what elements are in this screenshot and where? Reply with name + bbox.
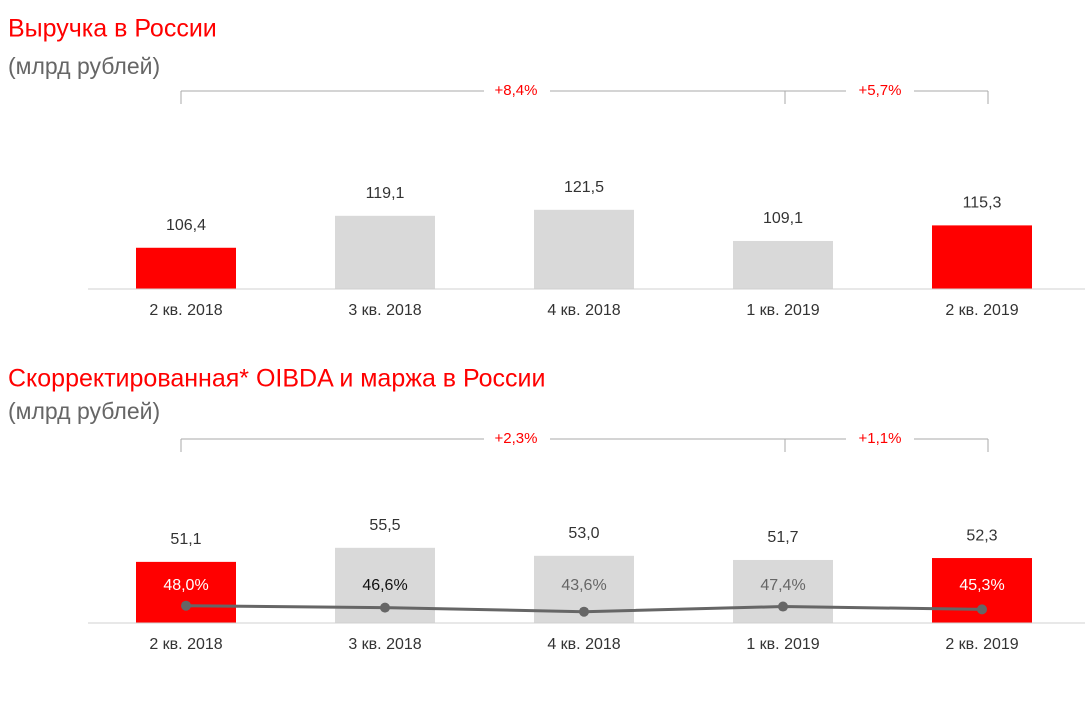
bar: [733, 240, 833, 289]
value-label: 52,3: [966, 527, 997, 544]
value-label: 53,0: [568, 525, 599, 542]
bar: [136, 561, 236, 623]
x-tick-label: 3 кв. 2018: [348, 636, 421, 653]
x-tick-label: 1 кв. 2019: [746, 636, 819, 653]
value-label: 51,7: [767, 529, 798, 546]
value-label: 121,5: [564, 179, 604, 196]
chart-subtitle: (млрд рублей): [8, 398, 160, 424]
x-tick-label: 2 кв. 2018: [149, 636, 222, 653]
x-tick-label: 1 кв. 2019: [746, 302, 819, 319]
growth-annotation: +1,1%: [859, 430, 902, 447]
value-label: 109,1: [763, 210, 803, 227]
bar: [534, 209, 634, 289]
x-tick-label: 2 кв. 2018: [149, 302, 222, 319]
x-tick-label: 3 кв. 2018: [348, 302, 421, 319]
margin-point: [778, 601, 788, 612]
bar: [136, 247, 236, 289]
bar: [733, 559, 833, 623]
margin-point: [977, 604, 987, 615]
chart-title: Скорректированная* OIBDA и маржа в Росси…: [8, 365, 545, 393]
margin-point: [181, 600, 191, 611]
value-label: 106,4: [166, 217, 206, 234]
x-tick-label: 2 кв. 2019: [945, 636, 1018, 653]
value-label: 55,5: [369, 517, 400, 534]
growth-annotation: +5,7%: [859, 82, 902, 99]
x-tick-label: 4 кв. 2018: [547, 636, 620, 653]
growth-annotation: +8,4%: [495, 82, 538, 99]
value-label: 51,1: [170, 531, 201, 548]
growth-annotation: +2,3%: [495, 430, 538, 447]
x-tick-label: 4 кв. 2018: [547, 302, 620, 319]
margin-label: 45,3%: [959, 577, 1004, 594]
margin-point: [579, 606, 589, 617]
margin-label: 46,6%: [362, 577, 407, 594]
bar: [932, 225, 1032, 289]
bar: [335, 215, 435, 289]
margin-label: 43,6%: [561, 577, 606, 594]
x-tick-label: 2 кв. 2019: [945, 302, 1018, 319]
margin-label: 47,4%: [760, 577, 805, 594]
value-label: 119,1: [366, 185, 405, 202]
margin-label: 48,0%: [163, 577, 208, 594]
value-label: 115,3: [963, 195, 1002, 212]
chart-title: Выручка в России: [8, 15, 217, 43]
chart-subtitle: (млрд рублей): [8, 53, 160, 79]
margin-point: [380, 602, 390, 613]
